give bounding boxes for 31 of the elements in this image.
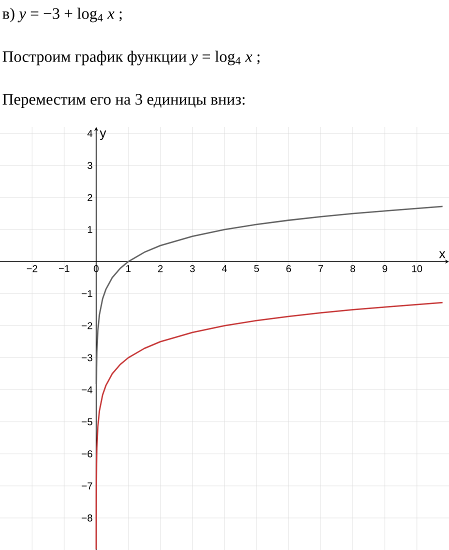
y-tick-label: 3 bbox=[88, 162, 92, 169]
y-tick-label: −6 bbox=[82, 450, 92, 458]
y-tick-label: 4 bbox=[87, 130, 92, 137]
text: Переместим его на 3 единицы вниз: bbox=[2, 94, 245, 108]
x-axis-title: x bbox=[439, 251, 446, 258]
y-tick-label: −5 bbox=[82, 418, 92, 426]
x-tick-label: 5 bbox=[254, 265, 259, 272]
x-tick-label: 6 bbox=[286, 265, 291, 272]
line-series bbox=[96, 302, 444, 550]
x-tick-label: 4 bbox=[222, 265, 227, 272]
x-tick-label: 1 bbox=[126, 265, 131, 272]
x-tick-label: −2 bbox=[26, 265, 38, 272]
y-tick-label: −8 bbox=[82, 514, 92, 522]
y-tick-label: −2 bbox=[82, 322, 92, 330]
y-tick-label: 2 bbox=[88, 194, 92, 201]
x-tick-label: 3 bbox=[190, 265, 195, 272]
x-tick-label: 8 bbox=[350, 265, 356, 272]
y-tick-label: −4 bbox=[82, 386, 92, 394]
x-tick-label: −1 bbox=[58, 265, 70, 272]
y-tick-label: −3 bbox=[82, 354, 92, 362]
y-tick-label: 1 bbox=[88, 226, 92, 233]
y-axis-title: y bbox=[100, 130, 106, 140]
line-series bbox=[96, 206, 444, 385]
chart-title: в) y = −3 + log$_{4}$ x ; bbox=[2, 8, 122, 22]
x-tick-label: 9 bbox=[382, 265, 388, 272]
x-tick-label: 7 bbox=[318, 265, 323, 272]
chart-subtitle: Построим график функции y = log$_{4}$ x ; bbox=[2, 50, 260, 66]
y-tick-label: −7 bbox=[82, 482, 92, 490]
y-tick-label: −1 bbox=[82, 290, 92, 298]
x-tick-label: 10 bbox=[412, 265, 422, 272]
x-tick-label: 2 bbox=[158, 265, 163, 272]
